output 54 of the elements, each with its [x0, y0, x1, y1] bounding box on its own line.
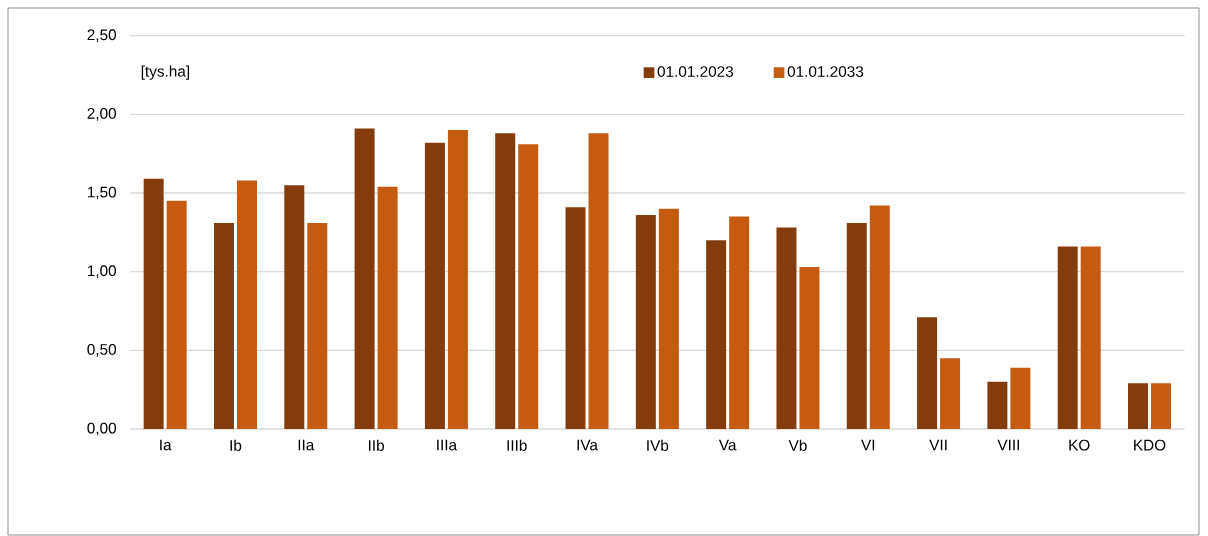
x-tick-label: VIII — [997, 439, 1019, 451]
bar — [377, 186, 398, 429]
x-tick-label: IIIa — [437, 439, 458, 451]
bar — [799, 266, 820, 429]
x-tick-label: KDO — [1134, 439, 1166, 451]
y-tick-label: 1,00 — [87, 265, 117, 278]
bar — [1080, 246, 1101, 429]
bar — [518, 144, 539, 429]
x-tick-label: IIa — [298, 439, 315, 451]
y-tick-label: 1,50 — [87, 186, 117, 200]
x-tick-label: KO — [1069, 439, 1090, 451]
x-tick-label: VI — [861, 439, 875, 451]
bar — [166, 200, 187, 429]
x-tick-label: Ia — [160, 439, 172, 451]
x-tick-label: IVa — [577, 439, 598, 451]
bar — [776, 227, 797, 429]
bar — [213, 222, 234, 429]
bar — [729, 216, 750, 429]
bar — [565, 207, 586, 429]
bar — [307, 222, 328, 429]
x-tick-label: IIb — [369, 439, 384, 451]
x-tick-label: Va — [718, 439, 737, 451]
y-tick-label: 2,50 — [87, 29, 117, 42]
bar — [706, 240, 727, 429]
x-tick-label: VII — [929, 439, 947, 451]
y-tick-label: 0,00 — [87, 422, 117, 436]
bar — [284, 185, 305, 429]
bar — [1151, 383, 1171, 429]
bar — [635, 215, 656, 429]
bar — [869, 205, 890, 429]
bar — [424, 142, 445, 429]
bar — [447, 130, 468, 429]
legend-label: 01.01.2023 — [657, 66, 734, 77]
bar — [940, 358, 961, 429]
bar — [588, 133, 609, 429]
bar — [495, 133, 516, 429]
legend-label: 01.01.2033 — [787, 66, 864, 77]
bar — [1010, 367, 1031, 429]
x-tick-label: Vb — [788, 439, 807, 451]
y-tick-label: 2,00 — [87, 107, 117, 121]
x-tick-label: IVb — [647, 439, 669, 451]
bar — [846, 222, 867, 429]
x-tick-label: IIIb — [507, 439, 527, 451]
y-axis-title: [tys.ha] — [141, 65, 189, 80]
bar — [1057, 246, 1078, 429]
bar — [354, 128, 375, 429]
x-tick-label: Ib — [230, 439, 242, 451]
bar — [143, 178, 164, 429]
bar — [1128, 383, 1148, 429]
bar — [987, 381, 1008, 429]
bar — [917, 317, 938, 429]
bar — [236, 180, 257, 429]
bar — [658, 208, 679, 429]
y-tick-label: 0,50 — [87, 343, 117, 357]
